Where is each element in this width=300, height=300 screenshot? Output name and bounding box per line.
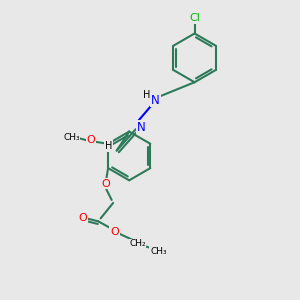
Text: O: O (110, 227, 119, 237)
Text: O: O (78, 213, 87, 224)
Text: O: O (101, 178, 110, 189)
Text: CH₂: CH₂ (129, 239, 146, 248)
Text: H: H (143, 90, 150, 100)
Text: Cl: Cl (189, 13, 200, 23)
Text: CH₃: CH₃ (63, 133, 80, 142)
Text: N: N (137, 121, 146, 134)
Text: H: H (105, 141, 112, 151)
Text: O: O (86, 135, 95, 145)
Text: N: N (151, 94, 160, 106)
Text: CH₃: CH₃ (150, 247, 166, 256)
